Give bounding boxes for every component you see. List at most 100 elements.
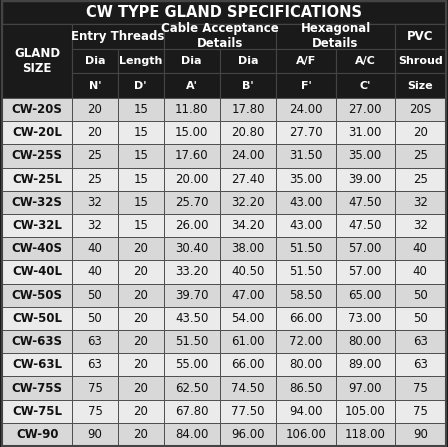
- Text: 35.00: 35.00: [349, 149, 382, 162]
- Text: 20.00: 20.00: [175, 173, 208, 186]
- Text: PVC: PVC: [407, 30, 434, 43]
- Text: 43.50: 43.50: [175, 312, 208, 325]
- Text: 80.00: 80.00: [349, 335, 382, 348]
- Text: Entry Threads: Entry Threads: [71, 30, 164, 43]
- Bar: [2, 353, 72, 376]
- Bar: [336, 49, 395, 73]
- Bar: [336, 237, 395, 261]
- Bar: [276, 423, 336, 446]
- Text: 20: 20: [133, 242, 148, 255]
- Bar: [276, 400, 336, 423]
- Text: 58.50: 58.50: [289, 289, 323, 302]
- Bar: [118, 144, 164, 168]
- Text: 89.00: 89.00: [349, 358, 382, 371]
- Bar: [336, 214, 395, 237]
- Text: CW-25L: CW-25L: [12, 173, 62, 186]
- Bar: [164, 168, 220, 191]
- Bar: [336, 261, 395, 283]
- Bar: [164, 237, 220, 261]
- Bar: [220, 376, 276, 400]
- Bar: [164, 191, 220, 214]
- Bar: [118, 49, 164, 73]
- Text: Dia: Dia: [85, 56, 105, 66]
- Bar: [276, 144, 336, 168]
- Text: Length: Length: [119, 56, 162, 66]
- Bar: [72, 191, 118, 214]
- Text: 20: 20: [413, 126, 428, 139]
- Text: 74.50: 74.50: [232, 382, 265, 395]
- Text: 65.00: 65.00: [349, 289, 382, 302]
- Text: 32: 32: [413, 196, 428, 209]
- Text: 75: 75: [413, 405, 428, 418]
- Text: 27.40: 27.40: [231, 173, 265, 186]
- Bar: [276, 24, 395, 49]
- Bar: [395, 376, 446, 400]
- Text: 43.00: 43.00: [289, 219, 323, 232]
- Text: 75: 75: [87, 382, 103, 395]
- Text: 94.00: 94.00: [289, 405, 323, 418]
- Bar: [72, 168, 118, 191]
- Bar: [220, 49, 276, 73]
- Text: CW-50L: CW-50L: [12, 312, 62, 325]
- Text: GLAND
SIZE: GLAND SIZE: [14, 47, 60, 75]
- Text: 96.00: 96.00: [232, 428, 265, 441]
- Bar: [2, 144, 72, 168]
- Text: 106.00: 106.00: [285, 428, 327, 441]
- Bar: [220, 237, 276, 261]
- Text: 15: 15: [133, 173, 148, 186]
- Text: CW-25S: CW-25S: [12, 149, 63, 162]
- Text: 17.80: 17.80: [232, 103, 265, 116]
- Text: 54.00: 54.00: [232, 312, 265, 325]
- Text: Dia: Dia: [181, 56, 202, 66]
- Bar: [164, 49, 220, 73]
- Text: 43.00: 43.00: [289, 196, 323, 209]
- Bar: [276, 307, 336, 330]
- Bar: [118, 191, 164, 214]
- Text: 20S: 20S: [409, 103, 431, 116]
- Text: CW-50S: CW-50S: [12, 289, 63, 302]
- Text: 51.50: 51.50: [289, 266, 323, 278]
- Text: 90: 90: [413, 428, 428, 441]
- Bar: [395, 24, 446, 49]
- Bar: [220, 307, 276, 330]
- Text: A': A': [186, 80, 198, 91]
- Text: CW-75L: CW-75L: [12, 405, 62, 418]
- Text: 11.80: 11.80: [175, 103, 208, 116]
- Text: 26.00: 26.00: [175, 219, 208, 232]
- Bar: [2, 214, 72, 237]
- Text: 17.60: 17.60: [175, 149, 209, 162]
- Bar: [220, 214, 276, 237]
- Bar: [276, 376, 336, 400]
- Text: 34.20: 34.20: [232, 219, 265, 232]
- Bar: [72, 261, 118, 283]
- Text: 63: 63: [413, 335, 428, 348]
- Text: 75: 75: [87, 405, 103, 418]
- Bar: [118, 376, 164, 400]
- Text: 39.00: 39.00: [349, 173, 382, 186]
- Text: 63: 63: [413, 358, 428, 371]
- Text: 24.00: 24.00: [232, 149, 265, 162]
- Bar: [336, 98, 395, 121]
- Text: 20: 20: [133, 266, 148, 278]
- Bar: [164, 214, 220, 237]
- Text: 75: 75: [413, 382, 428, 395]
- Text: 57.00: 57.00: [349, 266, 382, 278]
- Bar: [276, 98, 336, 121]
- Text: CW-63L: CW-63L: [12, 358, 62, 371]
- Bar: [2, 121, 72, 144]
- Text: 33.20: 33.20: [175, 266, 208, 278]
- Text: CW-32S: CW-32S: [12, 196, 63, 209]
- Text: CW-20L: CW-20L: [12, 126, 62, 139]
- Text: D': D': [134, 80, 147, 91]
- Bar: [395, 400, 446, 423]
- Bar: [395, 191, 446, 214]
- Text: 67.80: 67.80: [175, 405, 208, 418]
- Bar: [336, 168, 395, 191]
- Text: 80.00: 80.00: [289, 358, 323, 371]
- Bar: [276, 330, 336, 353]
- Bar: [2, 98, 72, 121]
- Text: CW-32L: CW-32L: [12, 219, 62, 232]
- Text: 31.00: 31.00: [349, 126, 382, 139]
- Bar: [164, 400, 220, 423]
- Text: 40: 40: [413, 242, 428, 255]
